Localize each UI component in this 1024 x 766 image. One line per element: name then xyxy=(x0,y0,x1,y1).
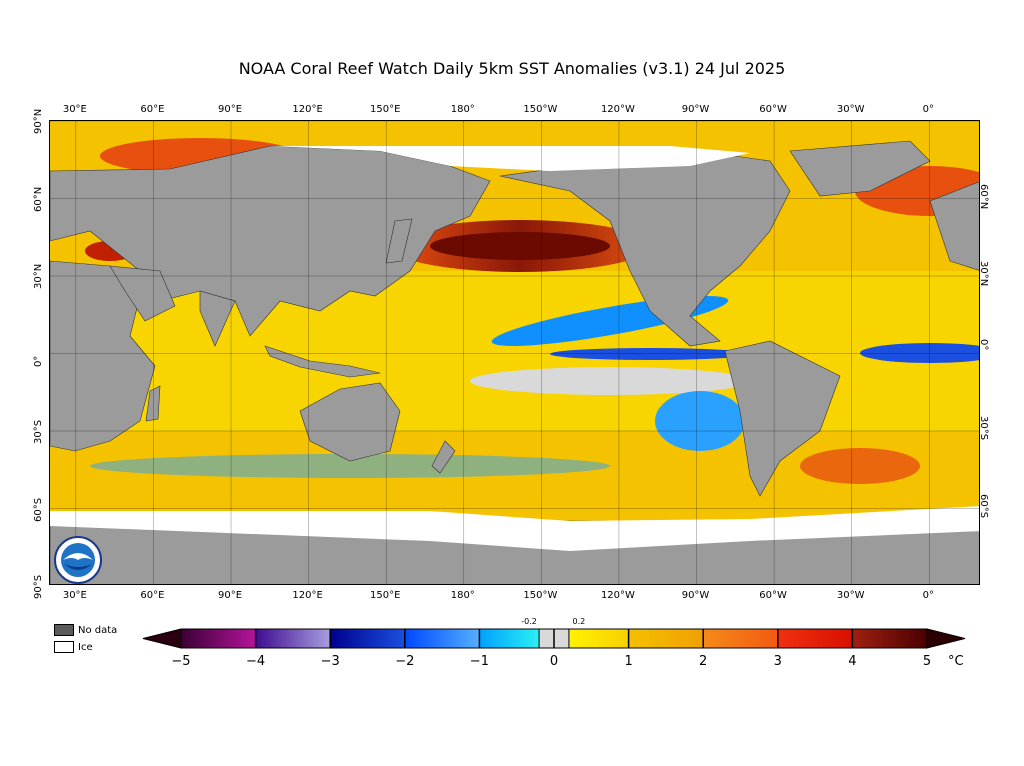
colorbar-segment xyxy=(404,629,480,648)
lon-tick-bottom-5: 180° xyxy=(450,590,475,601)
anomaly-south-atlantic-warm xyxy=(800,448,920,484)
anomaly-north-pacific-hot-core xyxy=(430,232,610,260)
lon-tick-bottom-10: 30°W xyxy=(836,590,865,601)
colorbar-small-label: 0.2 xyxy=(572,617,586,626)
colorbar-segment xyxy=(330,629,405,648)
colorbar-over-arrow xyxy=(926,628,966,649)
lat-tick-right-0: 60°N xyxy=(978,183,989,209)
colorbar-small-label: -0.2 xyxy=(521,617,537,626)
anomaly-equatorial-atlantic-cool xyxy=(860,343,979,363)
lat-tick-left-5: 60°S xyxy=(33,497,44,522)
colorbar-tick-label: 1 xyxy=(624,654,633,669)
land-europe-north xyxy=(929,181,979,271)
lon-tick-bottom-8: 90°W xyxy=(681,590,710,601)
colorbar-tick-label: −2 xyxy=(395,654,415,669)
colorbar-segment xyxy=(539,629,569,648)
colorbar-segment xyxy=(777,629,853,648)
colorbar-tick-label: −4 xyxy=(246,654,266,669)
lat-tick-left-6: 90°S xyxy=(33,574,44,599)
colorbar-under-arrow xyxy=(142,628,182,649)
lon-tick-bottom-9: 60°W xyxy=(759,590,787,601)
colorbar-border xyxy=(180,628,928,649)
lon-tick-top-6: 150°W xyxy=(523,104,558,115)
lon-tick-top-10: 30°W xyxy=(836,104,865,115)
anomaly-field xyxy=(50,121,979,584)
ice-label: Ice xyxy=(78,641,93,653)
land-japan xyxy=(385,218,413,264)
land-greenland xyxy=(789,140,931,197)
legend-no-data: No data xyxy=(54,624,117,636)
lon-tick-bottom-11: 0° xyxy=(922,590,934,601)
lon-tick-top-7: 120°W xyxy=(600,104,635,115)
sst-anomaly-map xyxy=(49,120,980,585)
logo-bird-shape xyxy=(63,553,93,560)
lon-tick-top-0: 30°E xyxy=(62,104,87,115)
map-canvas xyxy=(50,121,979,584)
ice-antarctic xyxy=(50,506,979,551)
colorbar-tick-label: 5 xyxy=(922,654,932,669)
ice-arctic xyxy=(270,146,750,171)
land-south-america xyxy=(724,340,841,497)
land-india xyxy=(199,290,236,347)
lon-tick-top-11: 0° xyxy=(922,104,934,115)
colorbar-tick-label: −3 xyxy=(320,654,340,669)
lat-tick-right-3: 30°S xyxy=(978,416,989,441)
anomaly-equatorial-pacific-cool xyxy=(550,348,750,360)
anomaly-neutral-pacific xyxy=(470,367,750,395)
lat-tick-left-4: 30°S xyxy=(33,419,44,444)
colorbar-segment xyxy=(852,629,927,648)
land-indonesia xyxy=(264,345,381,378)
logo-wave xyxy=(64,564,92,570)
lon-tick-bottom-2: 90°E xyxy=(217,590,243,601)
colorbar-tick-label: 2 xyxy=(699,654,708,669)
lat-tick-right-1: 30°N xyxy=(978,261,989,287)
colorbar-tick-label: 0 xyxy=(549,654,559,669)
chart-title: NOAA Coral Reef Watch Daily 5km SST Anom… xyxy=(238,59,786,78)
lon-tick-top-9: 60°W xyxy=(759,104,787,115)
noaa-logo xyxy=(54,536,102,584)
colorbar-segment xyxy=(703,629,778,648)
colorbar-segment xyxy=(568,629,629,648)
colorbar-tick-label: 3 xyxy=(773,654,782,669)
anomaly-south-pacific-cool xyxy=(655,391,745,451)
lat-tick-left-2: 30°N xyxy=(33,263,44,289)
legend-ice: Ice xyxy=(54,641,93,653)
lon-tick-bottom-1: 60°E xyxy=(140,590,165,601)
colorbar-segment xyxy=(628,629,704,648)
colorbar-segment xyxy=(181,629,256,648)
no-data-swatch xyxy=(54,624,74,636)
colorbar-tick-label: 4 xyxy=(848,654,857,669)
lon-tick-bottom-0: 30°E xyxy=(62,590,87,601)
lat-tick-left-0: 90°N xyxy=(33,108,44,134)
lat-tick-left-3: 0° xyxy=(33,355,44,367)
lon-tick-top-2: 90°E xyxy=(217,104,243,115)
lon-tick-bottom-4: 150°E xyxy=(369,590,401,601)
lon-tick-top-3: 120°E xyxy=(292,104,323,115)
anomaly-tropics-light xyxy=(50,271,979,431)
no-data-label: No data xyxy=(78,624,118,636)
colorbar-segment xyxy=(479,629,540,648)
lat-tick-right-2: 0° xyxy=(978,338,989,350)
lon-tick-top-4: 150°E xyxy=(369,104,401,115)
lon-tick-bottom-3: 120°E xyxy=(292,590,323,601)
lon-tick-top-5: 180° xyxy=(450,104,475,115)
lon-tick-top-8: 90°W xyxy=(681,104,710,115)
lon-tick-bottom-6: 150°W xyxy=(523,590,558,601)
colorbar-tick-label: −5 xyxy=(171,654,191,669)
graticule xyxy=(50,121,979,584)
lon-tick-top-1: 60°E xyxy=(140,104,165,115)
lat-tick-right-4: 60°S xyxy=(978,493,989,518)
anomaly-southern-ocean-mixed xyxy=(90,454,610,478)
ice-swatch xyxy=(54,641,74,653)
land-new-zealand xyxy=(431,440,456,474)
colorbar-tick-label: −1 xyxy=(469,654,489,669)
sea-ice xyxy=(50,146,979,551)
land-madagascar xyxy=(145,385,161,422)
colorbar-unit: °C xyxy=(948,654,964,669)
lon-tick-bottom-7: 120°W xyxy=(600,590,635,601)
lat-tick-left-1: 60°N xyxy=(33,186,44,212)
colorbar-segment xyxy=(255,629,331,648)
land-arabia xyxy=(109,265,176,322)
